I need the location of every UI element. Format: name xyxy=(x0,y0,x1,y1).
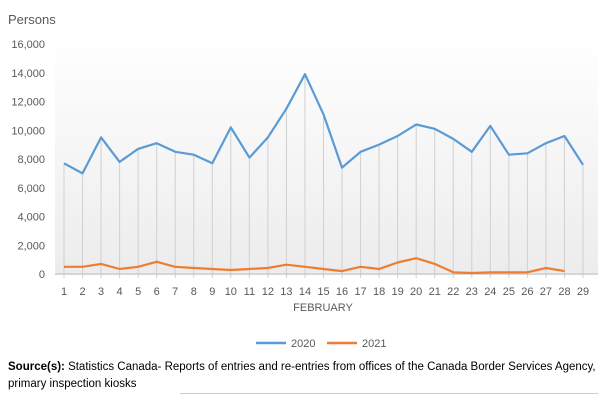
x-axis-title: FEBRUARY xyxy=(293,302,353,314)
plot-area xyxy=(55,35,598,275)
y-tick-label: 6,000 xyxy=(17,183,45,195)
y-tick-label: 10,000 xyxy=(11,125,45,137)
x-tick-label: 23 xyxy=(466,286,478,298)
x-tick-label: 18 xyxy=(373,286,385,298)
source-note: Source(s): Statistics Canada- Reports of… xyxy=(8,359,598,393)
legend-label-2020: 2020 xyxy=(291,338,315,350)
x-tick-label: 21 xyxy=(429,286,441,298)
x-tick-label: 10 xyxy=(225,286,237,298)
x-tick-label: 28 xyxy=(558,286,570,298)
y-tick-label: 16,000 xyxy=(11,39,45,51)
x-tick-label: 5 xyxy=(135,286,141,298)
x-tick-label: 24 xyxy=(484,286,496,298)
x-tick-label: 11 xyxy=(244,286,255,298)
x-tick-label: 3 xyxy=(98,286,104,298)
x-tick-label: 12 xyxy=(262,286,274,298)
x-tick-label: 7 xyxy=(172,286,178,298)
x-tick-label: 16 xyxy=(336,286,348,298)
x-tick-label: 27 xyxy=(540,286,552,298)
y-tick-label: 4,000 xyxy=(17,212,45,224)
x-tick-label: 13 xyxy=(280,286,292,298)
y-tick-label: 0 xyxy=(39,269,45,281)
source-text: Statistics Canada- Reports of entries an… xyxy=(8,361,596,390)
y-tick-label: 12,000 xyxy=(11,97,45,109)
x-tick-label: 4 xyxy=(117,286,123,298)
x-tick-label: 20 xyxy=(410,286,422,298)
x-tick-label: 26 xyxy=(521,286,533,298)
series-line-2021 xyxy=(64,257,565,275)
y-axis-title: Persons xyxy=(8,12,56,27)
legend: 2020 2021 xyxy=(256,338,386,350)
line-chart: Persons 0 2,000 4,000 6,000 8,000 10,000 12,00… xyxy=(8,12,598,350)
divider xyxy=(180,393,598,394)
x-tick-label: 17 xyxy=(354,286,366,298)
x-tick-label: 8 xyxy=(191,286,197,298)
y-tick-label: 2,000 xyxy=(17,240,45,252)
x-tick-label: 22 xyxy=(447,286,459,298)
x-tick-label: 15 xyxy=(317,286,329,298)
x-tick-label: 29 xyxy=(577,286,589,298)
legend-label-2021: 2021 xyxy=(362,338,386,350)
x-tick-label: 25 xyxy=(503,286,515,298)
x-tick-label: 19 xyxy=(392,286,404,298)
source-label: Source(s): xyxy=(8,361,65,373)
x-tick-label: 14 xyxy=(299,286,311,298)
y-tick-label: 14,000 xyxy=(11,68,45,80)
x-tick-label: 6 xyxy=(154,286,160,298)
x-tick-label: 2 xyxy=(79,286,85,298)
x-tick-label: 9 xyxy=(209,286,215,298)
y-tick-label: 8,000 xyxy=(17,154,45,166)
x-tick-label: 1 xyxy=(61,286,67,298)
